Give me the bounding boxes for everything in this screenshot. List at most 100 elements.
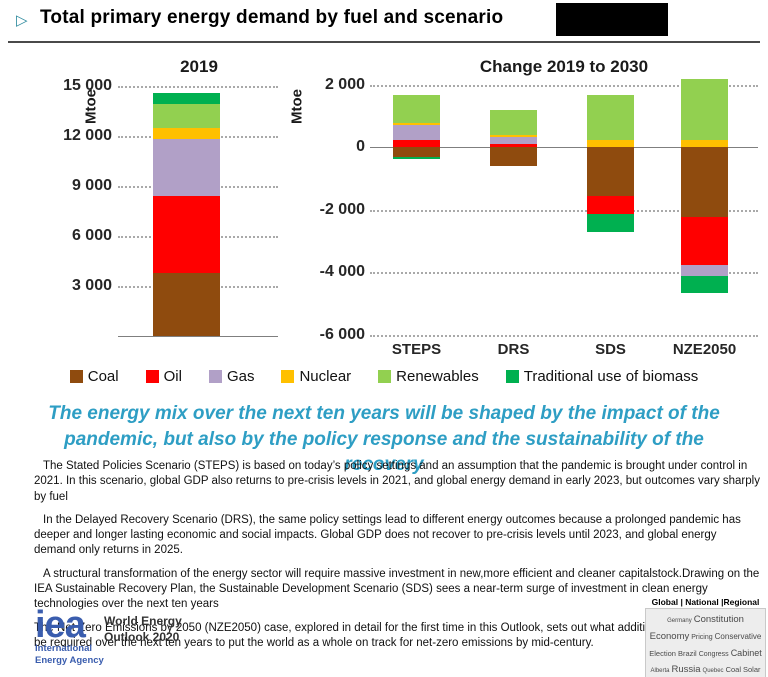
baseline-axis [118,336,278,337]
chart-change-2019-2030: Change 2019 to 2030 Mtoe 2 000 0 -2 000 -4 00… [280,55,768,367]
bar-segment-nuclear [681,139,728,147]
legend-label: Renewables [396,368,479,385]
bar-segment-gas [490,137,537,145]
bar-segment-oil [490,144,537,147]
bar-segment-coal [393,147,440,157]
redacted-box [556,3,668,36]
bar-segment-nuclear [587,139,634,147]
publication-line2: Outlook 2020 [104,629,180,644]
bar-segment-renewables [490,109,537,135]
wordcloud-word: Germany [667,618,692,624]
wordcloud-word: Brazil [677,648,697,658]
legend-item: Coal [69,368,119,385]
legend-item: Renewables [378,368,479,385]
bar-segment-gas [681,264,728,276]
legend-item: Oil [145,368,182,385]
wordcloud-block: Global | National |Regional Germany Const… [645,597,766,677]
bar-segment-renewables [681,78,728,140]
wordcloud-word: Quebec [702,668,724,675]
x-category-label: STEPS [391,341,442,358]
wordcloud-word: Cabinet [730,647,762,658]
legend-swatch [208,370,222,383]
bar-segment-renewables [587,94,634,140]
scenario-paragraph: A structural transformation of the energ… [34,567,760,611]
legend-swatch [378,370,392,383]
bar-segment-coal [153,273,220,336]
x-category-label: SDS [595,341,626,358]
legend-label: Coal [87,368,119,385]
x-category-label: NZE2050 [672,341,737,358]
bar-segment-nuclear [153,127,220,139]
y-tick-label: 15 000 [63,77,112,94]
bar-segment-coal [490,147,537,167]
bar-segment-oil [681,217,728,265]
bar-segment-traditional-use-of-biomass [681,275,728,293]
iea-logo: iea [35,604,86,646]
legend-swatch [145,370,159,383]
wordcloud-word: Alberta [650,668,670,675]
bar-segment-traditional-use-of-biomass [153,92,220,104]
wordcloud-word: Constitution [693,614,744,625]
y-tick-label: 0 [356,138,365,155]
iea-sub-line2: Energy Agency [35,654,104,666]
bar-segment-traditional-use-of-biomass [587,213,634,233]
page-title: Total primary energy demand by fuel and … [40,7,504,28]
publication-line1: World Energy [104,614,182,628]
title-bullet-triangle-icon: ▷ [16,12,28,29]
legend-item: Gas [208,368,254,385]
wordcloud-word: Conservative [714,631,762,641]
y-tick-label: -2 000 [319,200,365,218]
wordcloud-word: Solar [743,665,761,675]
gridline [370,84,758,87]
legend-label: Traditional use of biomass [523,368,699,385]
gridline [118,86,278,88]
chart-2019-total-demand: 2019 Mtoe 15 000 12 000 9 000 6 000 3 000 [0,55,280,367]
scenario-paragraph: In the Delayed Recovery Scenario (DRS), … [34,513,741,557]
iea-sub-line1: International [35,643,93,654]
y-tick-label: 9 000 [71,177,112,194]
legend-swatch [69,370,83,383]
bar-segment-nuclear [393,122,440,125]
y-tick-label: 12 000 [63,127,112,144]
legend-label: Nuclear [299,368,352,385]
title-divider [8,41,760,43]
scenario-descriptions: The Stated Policies Scenario (STEPS) is … [34,459,760,659]
scenario-paragraph: The Stated Policies Scenario (STEPS) is … [34,460,760,503]
wordcloud-word: Economy [649,630,690,642]
bar-segment-coal [587,147,634,196]
y-tick-label: -4 000 [319,263,365,280]
iea-logo-subtext: International Energy Agency [35,643,104,667]
gridline [370,209,758,212]
wordcloud-word: Election [649,648,676,658]
zero-axis-line [370,147,758,148]
bar-segment-oil [393,139,440,147]
chart-title: Change 2019 to 2030 [479,57,649,76]
bar-segment-traditional-use-of-biomass [393,157,440,159]
bar-segment-nuclear [490,134,537,138]
wordcloud-word: Coal [725,665,741,675]
legend-swatch [505,370,519,383]
bar-segment-gas [393,124,440,140]
bar-segment-oil [587,195,634,214]
legend-label: Oil [163,368,182,385]
y-tick-label: -6 000 [319,325,365,343]
legend-item: Traditional use of biomass [505,368,699,385]
wordcloud-header: Global | National |Regional [651,597,760,607]
legend-item: Nuclear [281,368,351,385]
bar-segment-gas [153,139,220,196]
chart-title: 2019 [180,57,218,76]
wordcloud-image: Germany ConstitutionEconomy Pricing Conserv… [645,608,766,677]
y-tick-label: 6 000 [71,227,112,244]
wordcloud-word: Pricing [691,633,713,641]
bar-segment-renewables [153,104,220,128]
bar-segment-renewables [393,94,440,123]
key-message: The energy mix over the next ten years w… [48,403,720,476]
gridline [370,334,758,337]
y-tick-label: 2 000 [324,75,365,93]
wordcloud-word: Russia [671,664,701,676]
y-tick-label: 3 000 [71,277,112,294]
gridline [370,272,758,274]
chart-legend: Coal Oil Gas Nuclear Renewables Traditional u… [0,368,768,385]
bar-segment-oil [153,196,220,273]
